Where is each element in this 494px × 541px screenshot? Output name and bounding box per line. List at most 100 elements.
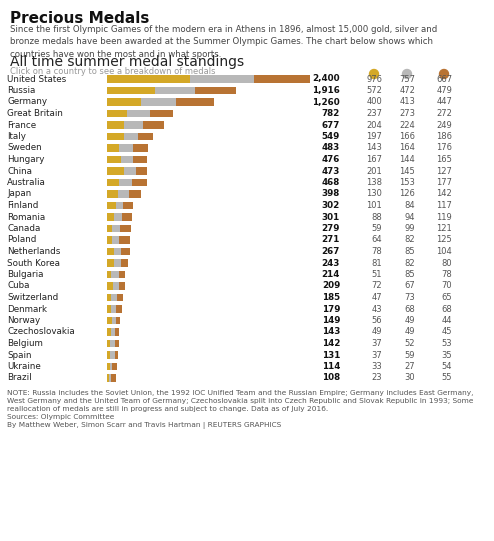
Text: 59: 59: [371, 224, 382, 233]
Bar: [107, 294, 111, 301]
Text: 78: 78: [371, 247, 382, 256]
Text: 55: 55: [442, 373, 452, 382]
Text: Finland: Finland: [7, 201, 39, 210]
Text: 99: 99: [405, 224, 415, 233]
Bar: [107, 259, 114, 267]
Text: 78: 78: [441, 270, 452, 279]
Bar: [124, 167, 136, 175]
Text: Russia: Russia: [7, 86, 36, 95]
Bar: [119, 179, 131, 186]
Bar: [107, 121, 124, 129]
Bar: [107, 316, 112, 324]
Text: 279: 279: [322, 224, 340, 233]
Bar: [111, 270, 119, 278]
Bar: [119, 270, 125, 278]
Text: Sweden: Sweden: [7, 143, 41, 153]
Bar: [107, 156, 121, 163]
Text: 301: 301: [322, 213, 340, 221]
Text: 131: 131: [322, 351, 340, 360]
Bar: [121, 225, 130, 232]
Text: 447: 447: [436, 97, 452, 107]
Text: 165: 165: [436, 155, 452, 164]
Text: Germany: Germany: [7, 97, 47, 107]
Text: Cuba: Cuba: [7, 281, 30, 291]
Text: 145: 145: [399, 167, 415, 175]
Bar: [107, 190, 118, 198]
Text: 667: 667: [436, 75, 452, 83]
Text: 473: 473: [322, 167, 340, 175]
Text: 302: 302: [322, 201, 340, 210]
Bar: [119, 144, 133, 152]
Text: 142: 142: [436, 189, 452, 199]
Text: 204: 204: [366, 121, 382, 129]
Bar: [253, 75, 310, 83]
Text: 143: 143: [366, 143, 382, 153]
Bar: [112, 225, 121, 232]
Bar: [141, 98, 176, 106]
Text: 49: 49: [371, 327, 382, 337]
Text: Netherlands: Netherlands: [7, 247, 60, 256]
Bar: [176, 98, 213, 106]
Text: 976: 976: [366, 75, 382, 83]
Text: Great Britain: Great Britain: [7, 109, 63, 118]
Text: 126: 126: [399, 189, 415, 199]
Text: 114: 114: [322, 362, 340, 371]
Text: Canada: Canada: [7, 224, 41, 233]
Bar: [118, 190, 128, 198]
Text: 108: 108: [322, 373, 340, 382]
Text: 138: 138: [366, 178, 382, 187]
Text: Czechoslovakia: Czechoslovakia: [7, 327, 75, 337]
Text: 472: 472: [399, 86, 415, 95]
Bar: [120, 236, 130, 244]
Bar: [107, 248, 114, 255]
Text: 53: 53: [441, 339, 452, 348]
Text: 85: 85: [405, 270, 415, 279]
Text: 65: 65: [441, 293, 452, 302]
Text: 33: 33: [371, 362, 382, 371]
Bar: [114, 248, 121, 255]
Text: 94: 94: [405, 213, 415, 221]
Text: 27: 27: [405, 362, 415, 371]
Text: 121: 121: [436, 224, 452, 233]
Bar: [117, 294, 123, 301]
Text: 272: 272: [436, 109, 452, 118]
Text: 476: 476: [322, 155, 340, 164]
Text: 125: 125: [436, 235, 452, 245]
Text: 72: 72: [371, 281, 382, 291]
Text: Japan: Japan: [7, 189, 31, 199]
Text: 68: 68: [404, 305, 415, 313]
Text: 179: 179: [322, 305, 340, 313]
Text: 197: 197: [366, 132, 382, 141]
Bar: [190, 75, 253, 83]
Bar: [107, 351, 110, 359]
Text: 51: 51: [371, 270, 382, 279]
Text: 84: 84: [405, 201, 415, 210]
Text: Ukraine: Ukraine: [7, 362, 41, 371]
Text: 271: 271: [322, 235, 340, 245]
Text: Poland: Poland: [7, 235, 37, 245]
Bar: [136, 167, 147, 175]
Text: 44: 44: [442, 316, 452, 325]
Bar: [107, 374, 109, 382]
Text: 88: 88: [371, 213, 382, 221]
Text: 30: 30: [405, 373, 415, 382]
Bar: [107, 98, 141, 106]
Text: 237: 237: [366, 109, 382, 118]
Bar: [107, 87, 156, 94]
Bar: [143, 121, 165, 129]
Text: 37: 37: [371, 339, 382, 348]
Text: Hungary: Hungary: [7, 155, 44, 164]
Bar: [123, 213, 132, 221]
Bar: [107, 213, 115, 221]
Bar: [107, 282, 113, 290]
Bar: [123, 202, 132, 209]
Text: 267: 267: [322, 247, 340, 256]
Text: 400: 400: [366, 97, 382, 107]
Bar: [113, 236, 120, 244]
Text: Romania: Romania: [7, 213, 45, 221]
Bar: [110, 362, 112, 370]
Bar: [138, 133, 154, 140]
Bar: [111, 328, 115, 336]
Text: 224: 224: [399, 121, 415, 129]
Text: All time summer medal standings: All time summer medal standings: [10, 55, 244, 69]
